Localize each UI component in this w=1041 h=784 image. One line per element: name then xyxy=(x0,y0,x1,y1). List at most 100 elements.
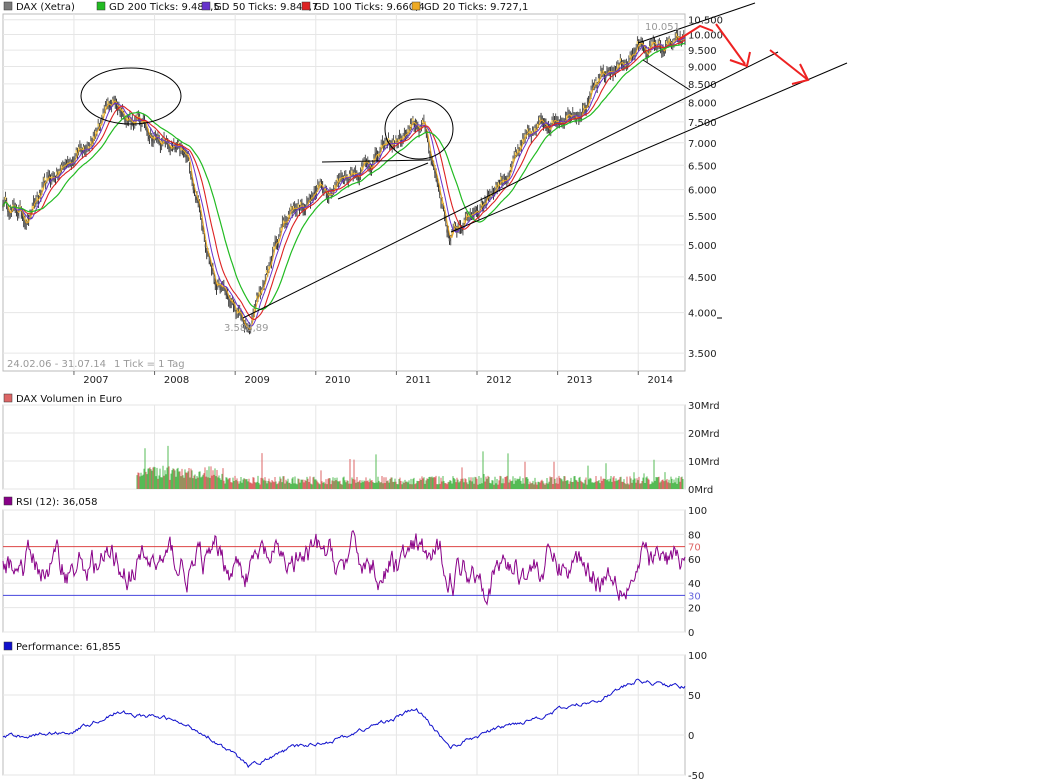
price-candle xyxy=(351,170,353,174)
rsi-tick-label: 80 xyxy=(688,530,701,541)
price-candle xyxy=(253,308,256,312)
price-candle xyxy=(480,202,483,206)
price-candle xyxy=(456,228,458,232)
rsi-tick-label: 0 xyxy=(688,628,694,639)
price-candle xyxy=(43,177,46,181)
price-candle xyxy=(541,119,544,123)
price-candle xyxy=(434,170,436,174)
price-candle xyxy=(104,106,107,110)
price-candle xyxy=(678,39,680,43)
performance-title-marker xyxy=(3,641,13,651)
tick-info-label: 1 Tick = 1 Tag xyxy=(114,359,185,370)
trend-line xyxy=(637,2,756,44)
price-candle xyxy=(661,49,663,53)
volume-tick-label: 30Mrd xyxy=(688,401,720,412)
price-candle xyxy=(160,141,163,145)
performance-panel-frame xyxy=(2,654,686,776)
price-candle xyxy=(102,113,104,117)
price-candle xyxy=(524,134,526,138)
price-candle xyxy=(478,212,480,216)
price-candle xyxy=(590,90,592,94)
red-arrow xyxy=(729,51,751,68)
price-candle xyxy=(517,149,519,153)
legend-entry: GD 20 Ticks: 9.727,1 xyxy=(424,2,528,13)
trend-line xyxy=(450,62,848,233)
price-candle xyxy=(307,201,309,205)
price-candle xyxy=(597,78,600,82)
price-candle xyxy=(600,71,602,75)
price-panel-frame xyxy=(2,13,686,372)
price-candle xyxy=(495,184,497,188)
price-candle xyxy=(282,220,285,224)
price-candle xyxy=(519,145,522,149)
red-arrow xyxy=(769,49,809,81)
performance-tick-label: 100 xyxy=(688,651,707,662)
price-candle xyxy=(451,231,453,235)
price-candle xyxy=(126,117,129,121)
volume-title: DAX Volumen in Euro xyxy=(16,394,122,405)
price-candle xyxy=(85,149,87,153)
price-candle xyxy=(663,50,666,54)
price-candle xyxy=(402,136,404,140)
price-tick-label: 6.000 xyxy=(688,186,717,197)
price-candle xyxy=(521,138,524,142)
price-candle xyxy=(448,238,451,242)
moving-average-line xyxy=(2,37,686,327)
price-candle xyxy=(417,125,419,129)
price-candle xyxy=(112,99,114,103)
price-candle xyxy=(299,201,302,205)
volume-title-marker xyxy=(3,393,13,403)
price-candle xyxy=(7,209,9,213)
legend-entry: GD 100 Ticks: 9.660,4 xyxy=(314,2,425,13)
price-candle xyxy=(36,197,38,201)
price-candle xyxy=(441,200,444,204)
price-tick-label: 7.500 xyxy=(688,118,717,129)
moving-average-line xyxy=(2,42,686,311)
price-candle xyxy=(80,148,82,152)
price-candle xyxy=(373,158,375,162)
price-candle xyxy=(290,206,292,210)
price-candle xyxy=(380,144,383,148)
price-candle xyxy=(258,291,261,295)
rsi-title: RSI (12): 36,058 xyxy=(16,497,98,508)
legend-entry: GD 50 Ticks: 9.845,7 xyxy=(214,2,318,13)
price-tick-label: 4.000 xyxy=(688,309,717,320)
performance-tick-label: 50 xyxy=(688,691,701,702)
price-candle xyxy=(507,177,509,181)
trend-line xyxy=(242,51,779,319)
trend-line xyxy=(321,159,431,163)
price-candle xyxy=(163,137,165,141)
trend-line xyxy=(642,59,691,91)
price-candle xyxy=(446,229,448,233)
price-series xyxy=(2,28,686,335)
rsi-tick-label: 20 xyxy=(688,604,701,615)
price-candle xyxy=(387,137,390,141)
price-candle xyxy=(453,223,456,227)
price-candle xyxy=(273,246,275,250)
price-candle xyxy=(668,38,670,42)
legend: DAX (Xetra) GD 200 Ticks: 9.485,5GD 50 Ti… xyxy=(3,1,528,13)
price-candle xyxy=(395,138,397,142)
price-candle xyxy=(512,158,514,162)
performance-axis: -50 0 50 100 xyxy=(688,651,707,782)
price-candle xyxy=(287,214,290,218)
price-candle xyxy=(470,214,473,218)
price-candle xyxy=(592,85,595,89)
date-range-label: 24.02.06 - 31.07.14 xyxy=(7,359,106,370)
price-candle xyxy=(109,104,112,108)
low-label: 3.588,89 xyxy=(224,323,269,334)
price-candle xyxy=(280,227,282,231)
price-candle xyxy=(619,58,622,62)
price-candle xyxy=(534,127,536,131)
price-candle xyxy=(155,136,158,140)
price-candle xyxy=(297,204,300,208)
price-tick-label: 5.500 xyxy=(688,212,717,223)
performance-tick-label: 0 xyxy=(688,731,694,742)
price-candle xyxy=(268,266,270,270)
price-candle xyxy=(243,324,246,328)
price-candle xyxy=(656,46,658,50)
price-candle xyxy=(51,176,53,180)
price-candle xyxy=(375,152,378,156)
price-candle xyxy=(151,138,153,142)
red-arrow xyxy=(715,23,746,65)
